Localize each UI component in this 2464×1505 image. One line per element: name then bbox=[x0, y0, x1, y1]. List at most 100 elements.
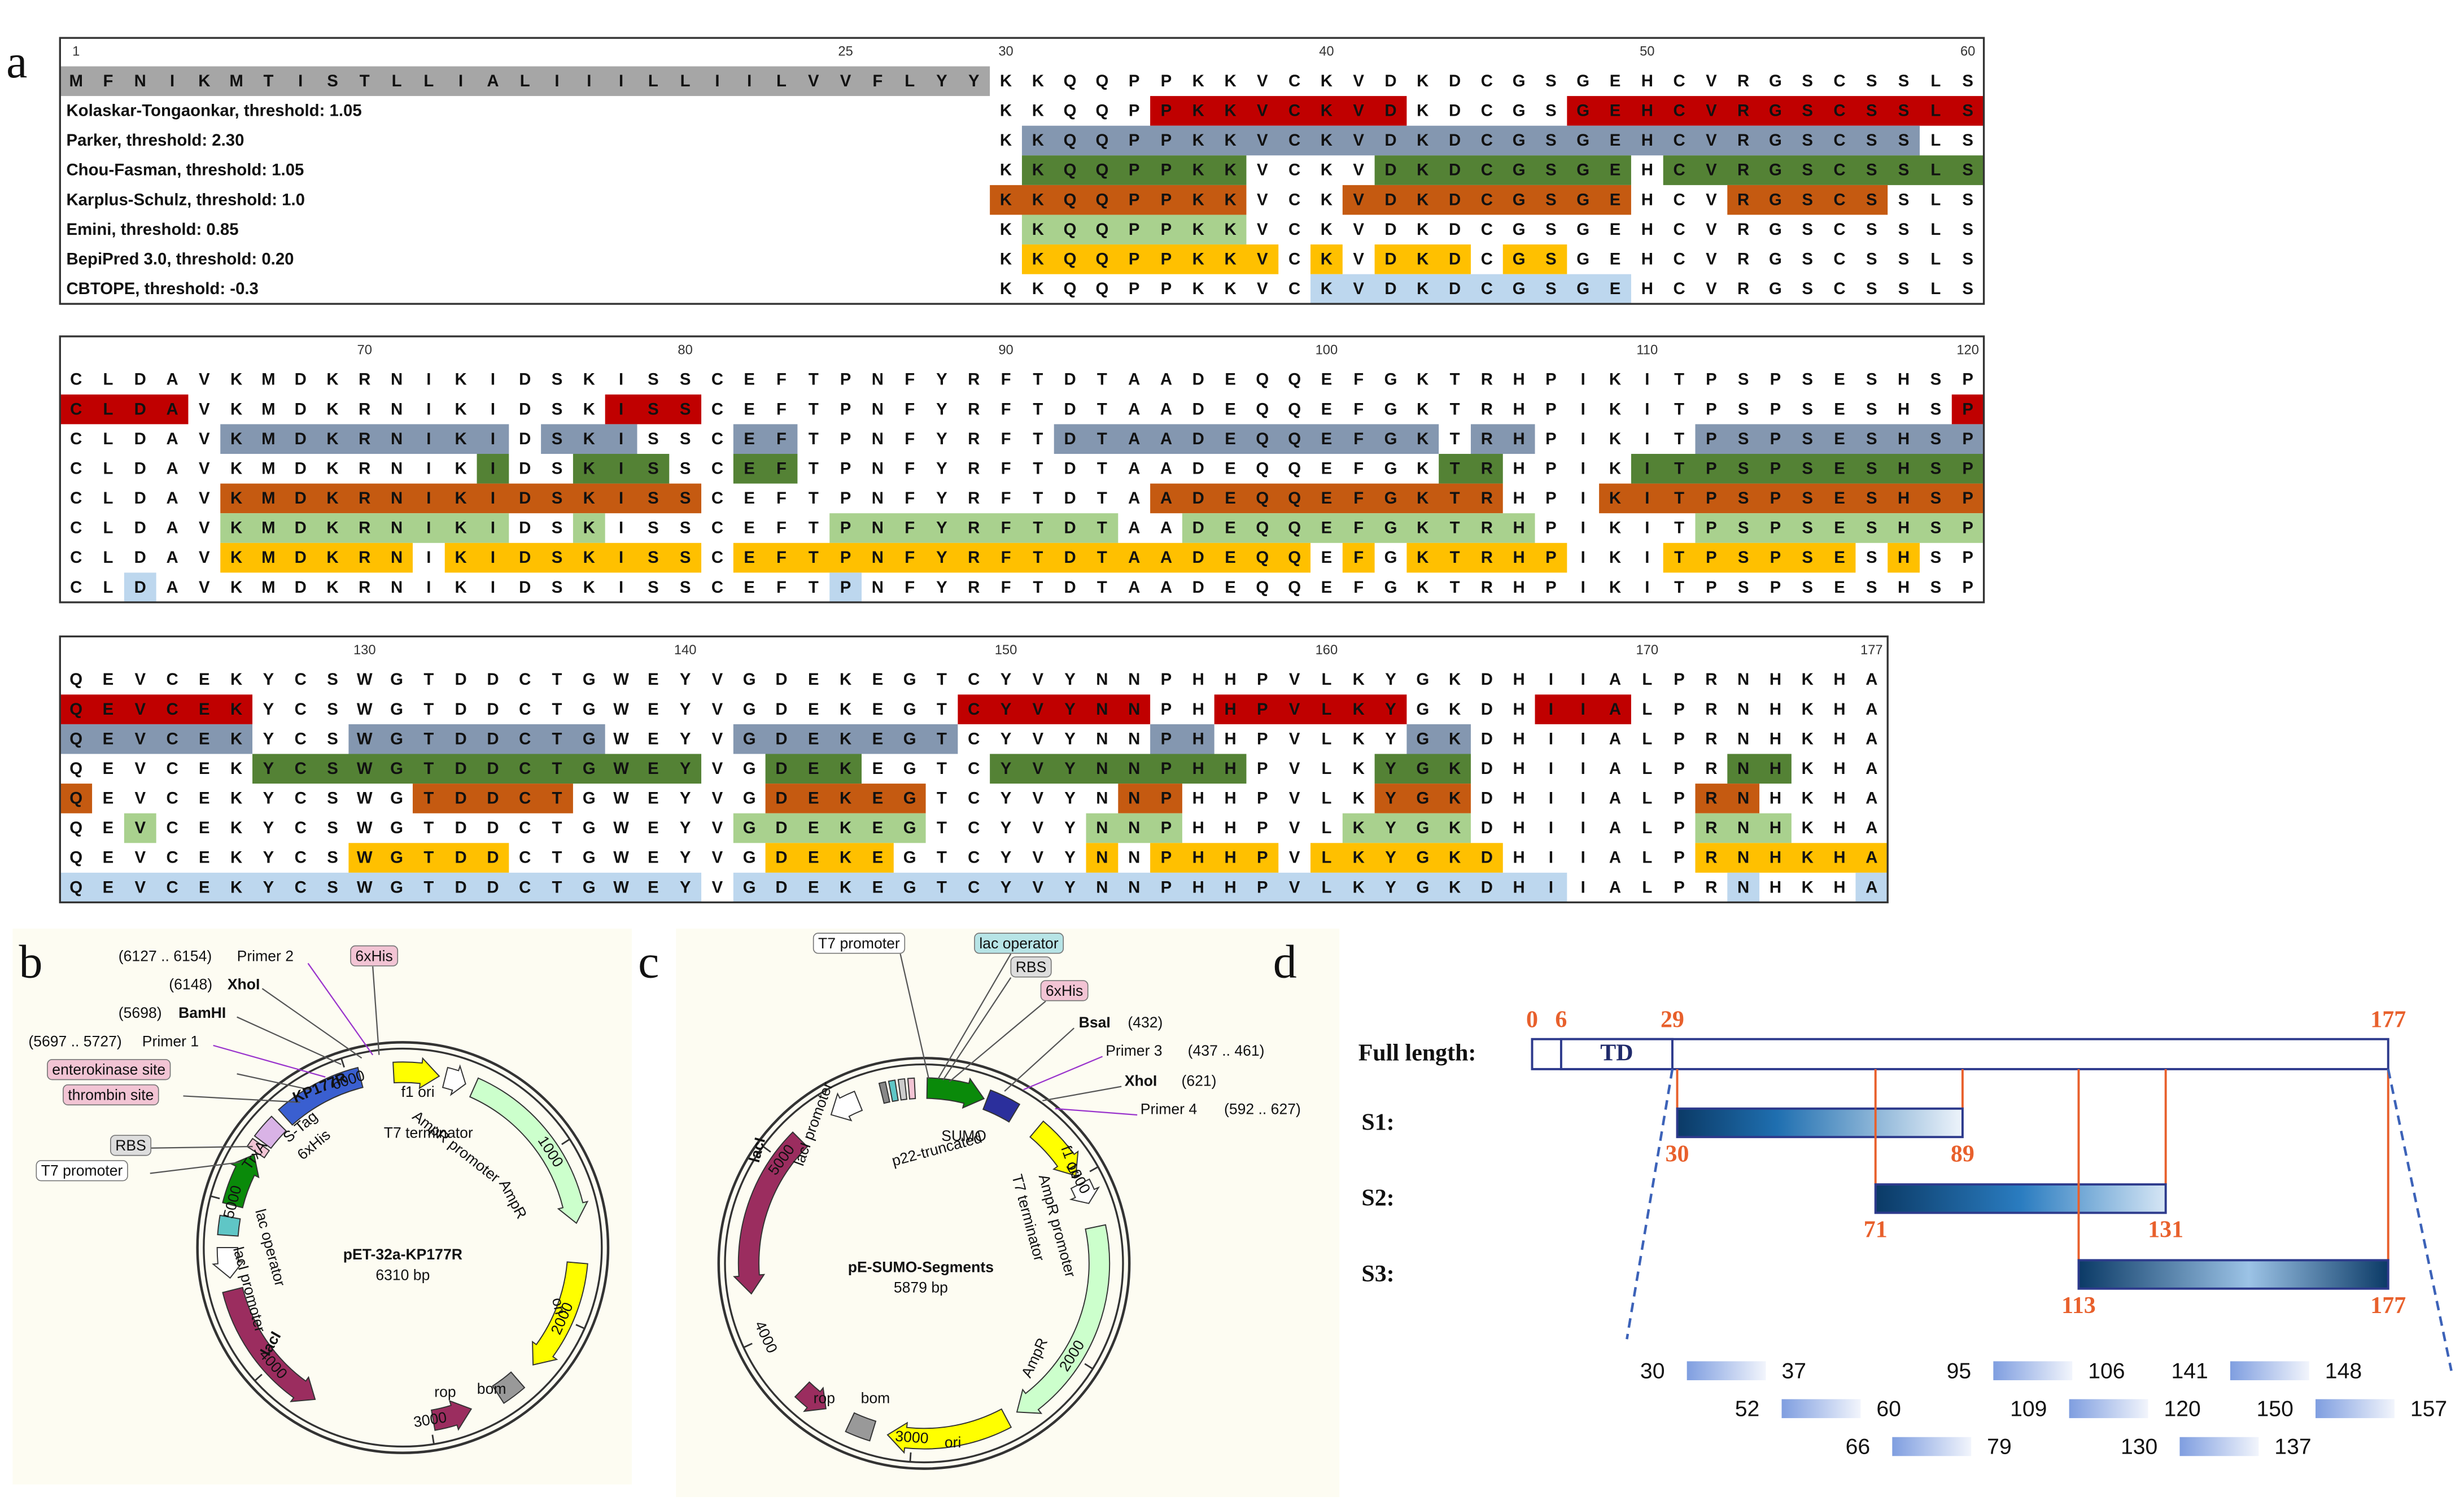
epitope-highlight bbox=[1663, 542, 1856, 573]
peptide-bar bbox=[2069, 1399, 2148, 1419]
residue: L bbox=[103, 459, 113, 478]
residue: A bbox=[1609, 700, 1621, 719]
residue: C bbox=[1481, 72, 1493, 90]
residue: E bbox=[872, 700, 884, 719]
residue: L bbox=[905, 72, 915, 90]
residue: L bbox=[103, 489, 113, 508]
residue: E bbox=[744, 489, 755, 508]
residue: V bbox=[1706, 279, 1717, 298]
residue: S bbox=[1866, 548, 1877, 567]
residue: V bbox=[1033, 700, 1044, 719]
residue: Q bbox=[1064, 279, 1077, 298]
peptide-end: 120 bbox=[2164, 1397, 2200, 1421]
residue: C bbox=[1833, 161, 1845, 180]
residue: Y bbox=[1064, 789, 1076, 808]
residue: L bbox=[1321, 729, 1331, 748]
residue: P bbox=[840, 548, 851, 567]
residue: K bbox=[1032, 102, 1044, 120]
residue: N bbox=[391, 489, 403, 508]
residue: L bbox=[1930, 72, 1941, 90]
epitope-highlight bbox=[1342, 813, 1471, 843]
residue: I bbox=[1549, 848, 1553, 867]
residue: H bbox=[1513, 670, 1525, 689]
peptide-bar bbox=[1993, 1361, 2073, 1380]
residue: K bbox=[1449, 819, 1461, 837]
residue: H bbox=[1641, 102, 1653, 120]
residue: G bbox=[903, 848, 916, 867]
residue: P bbox=[1770, 370, 1781, 389]
residue: V bbox=[1289, 729, 1300, 748]
residue: Q bbox=[69, 670, 82, 689]
residue: P bbox=[1770, 548, 1781, 567]
residue: P bbox=[1129, 279, 1140, 298]
residue: T bbox=[1033, 548, 1043, 567]
method-label: CBTOPE, threshold: -0.3 bbox=[66, 279, 258, 298]
residue: I bbox=[1549, 759, 1553, 778]
residue: P bbox=[840, 489, 851, 508]
residue: F bbox=[1353, 578, 1364, 597]
residue: I bbox=[458, 72, 463, 90]
residue: S bbox=[327, 759, 338, 778]
residue: Q bbox=[1256, 459, 1269, 478]
residue: E bbox=[1225, 578, 1236, 597]
residue: P bbox=[1257, 789, 1268, 808]
plasmid-tick bbox=[909, 1452, 912, 1462]
residue: Y bbox=[1001, 670, 1012, 689]
residue: P bbox=[1257, 700, 1268, 719]
residue: P bbox=[1161, 670, 1172, 689]
residue: Q bbox=[1064, 131, 1077, 150]
feature-label: BamHI bbox=[178, 1004, 226, 1021]
residue: S bbox=[552, 430, 563, 448]
epitope-highlight bbox=[1021, 244, 1279, 274]
residue: Q bbox=[1095, 72, 1108, 90]
residue: N bbox=[1128, 819, 1140, 837]
segment-start: 30 bbox=[1666, 1141, 1689, 1167]
residue: I bbox=[1581, 400, 1585, 418]
residue: S bbox=[1930, 578, 1942, 597]
residue: G bbox=[1384, 459, 1397, 478]
residue: E bbox=[808, 819, 819, 837]
residue: P bbox=[1674, 819, 1685, 837]
residue: D bbox=[134, 578, 146, 597]
residue: E bbox=[103, 848, 114, 867]
residue: D bbox=[1192, 548, 1204, 567]
plasmid-feature bbox=[222, 1287, 316, 1402]
residue: Y bbox=[263, 700, 274, 719]
residue: K bbox=[455, 578, 467, 597]
plasmid-feature bbox=[469, 1077, 589, 1224]
residue: D bbox=[1064, 489, 1076, 508]
residue: C bbox=[295, 759, 307, 778]
epitope-highlight bbox=[1695, 513, 1984, 543]
residue: C bbox=[968, 700, 980, 719]
residue: Q bbox=[1288, 430, 1301, 448]
residue: V bbox=[1033, 670, 1044, 689]
residue: F bbox=[905, 459, 915, 478]
residue: K bbox=[1417, 161, 1428, 180]
residue: P bbox=[1674, 729, 1685, 748]
residue: A bbox=[166, 489, 178, 508]
residue: E bbox=[1225, 519, 1236, 537]
residue: K bbox=[326, 548, 338, 567]
residue: K bbox=[230, 489, 242, 508]
residue: D bbox=[519, 578, 531, 597]
residue: Y bbox=[680, 670, 691, 689]
epitope-highlight bbox=[220, 424, 509, 454]
residue: K bbox=[1353, 789, 1365, 808]
residue: D bbox=[1192, 370, 1204, 389]
residue: P bbox=[1962, 400, 1973, 418]
residue: K bbox=[1000, 279, 1012, 298]
residue: D bbox=[1064, 578, 1076, 597]
residue: E bbox=[1834, 519, 1845, 537]
residue: N bbox=[1737, 848, 1749, 867]
residue: G bbox=[390, 700, 403, 719]
feature-label: T7 promoter bbox=[41, 1162, 123, 1179]
epitope-highlight bbox=[1727, 872, 1760, 903]
residue: H bbox=[1898, 430, 1910, 448]
residue: Y bbox=[263, 848, 274, 867]
residue: N bbox=[1096, 759, 1108, 778]
segment-label: S3: bbox=[1361, 1261, 1394, 1287]
feature-label: ori bbox=[549, 1296, 569, 1316]
residue: Q bbox=[1288, 519, 1301, 537]
residue: N bbox=[1737, 700, 1749, 719]
residue: V bbox=[1033, 759, 1044, 778]
